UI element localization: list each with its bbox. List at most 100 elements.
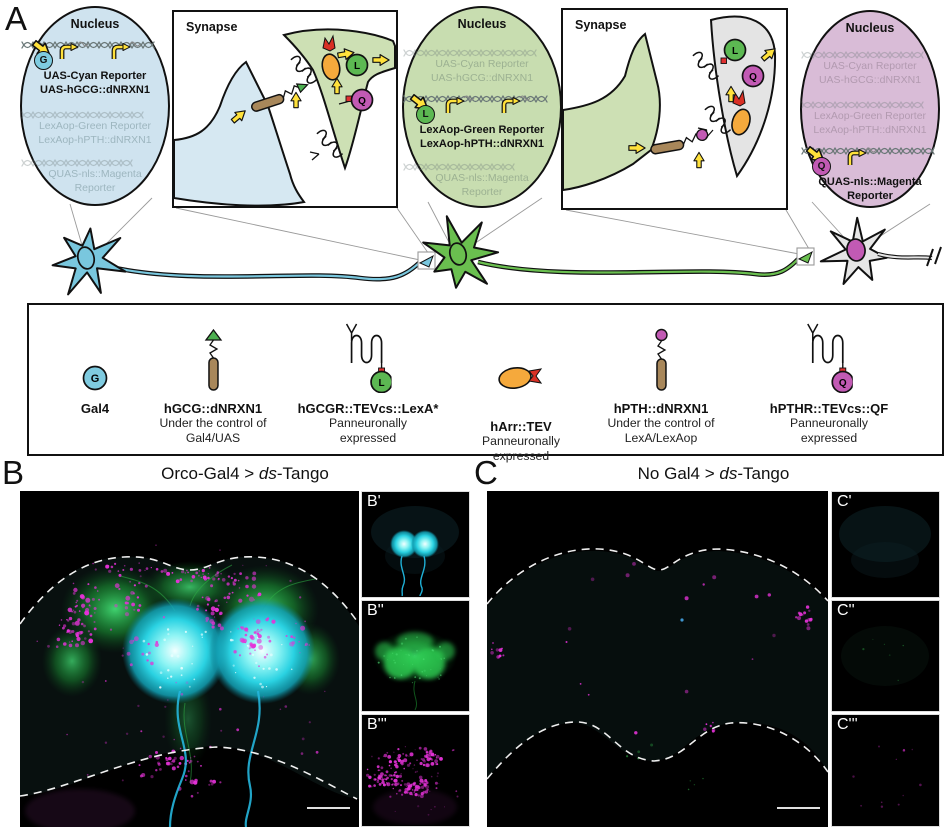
ligand-rod-icon xyxy=(251,83,309,112)
legend-sub: Panneuronally xyxy=(329,416,407,430)
gene-cassette-uas-inactive: UAS-Cyan Reporter UAS-hGCG::dNRXN1 xyxy=(801,48,938,90)
cyan-axon-track xyxy=(168,690,187,827)
legend-sub: Under the control of xyxy=(159,416,267,430)
legend-name: Gal4 xyxy=(80,401,110,416)
antennal-lobe-right xyxy=(209,598,315,704)
magenta-wash xyxy=(25,789,135,827)
yellow-arrow-icon xyxy=(230,110,246,124)
inset-label: B''' xyxy=(367,716,387,733)
panel-c-title: No Gal4 > ds-Tango xyxy=(487,464,940,484)
receptor-icon xyxy=(704,105,731,134)
title-text: -Tango xyxy=(737,464,790,483)
brain-outline-dashed xyxy=(20,556,359,625)
magenta-puncta xyxy=(138,747,222,794)
arrestin-icon xyxy=(321,53,341,81)
factor-letter: L xyxy=(422,109,429,120)
panel-b-title: Orco-Gal4 > ds-Tango xyxy=(20,464,470,484)
title-text: -Tango xyxy=(276,464,329,483)
inset-label: C'' xyxy=(837,602,855,619)
yellow-arrow-icon xyxy=(337,48,355,61)
qf-circle xyxy=(741,64,765,88)
cyan-neuron-nucleus xyxy=(76,246,96,270)
gene-lines: UAS-Cyan Reporter UAS-hGCG::dNRXN1 xyxy=(404,58,560,85)
receptor-tail-icon xyxy=(309,151,320,161)
yellow-arrow-icon xyxy=(290,91,302,109)
cyan-axon-track xyxy=(244,690,261,827)
transcription-start-icon xyxy=(847,147,877,165)
gene-lines: LexAop-Green Reporter LexAop-hPTH::dNRXN… xyxy=(22,120,168,147)
magenta-puncta xyxy=(565,562,776,735)
inset-c-prime: C' xyxy=(831,491,940,598)
dna-icon xyxy=(21,159,133,167)
gene-lines: QUAS-nls::Magenta Reporter xyxy=(802,176,938,203)
magenta-puncta xyxy=(371,746,459,816)
grey-axon xyxy=(877,253,933,259)
gene-line: Reporter xyxy=(847,189,893,202)
gene-lines: LexAop-Green Reporter LexAop-hPTH::dNRXN… xyxy=(802,110,938,137)
legend-box: G Gal4 hGCG::dNRXN1 Under the control of… xyxy=(27,303,944,463)
lexa-circle xyxy=(723,38,747,62)
qf-factor-circle: Q xyxy=(812,157,831,176)
inset-c-triple-prime: C''' xyxy=(831,714,940,827)
lobe-sparkles xyxy=(142,628,207,689)
gene-line: QUAS-nls::Magenta xyxy=(818,176,922,188)
yellow-arrow-icon xyxy=(760,48,776,62)
dna-icon xyxy=(21,111,144,119)
gene-lines: QUAS-nls::Magenta Reporter xyxy=(404,172,560,199)
ligand-rod-icon xyxy=(650,128,709,155)
legend-name: hGCGR::TEVcs::LexA* xyxy=(297,401,439,416)
grey-neuron-nucleus xyxy=(846,238,866,262)
gene-line: UAS-Cyan Reporter xyxy=(435,58,529,70)
green-specks xyxy=(862,638,904,682)
receptor-icon xyxy=(290,55,317,84)
brain-outline-dashed xyxy=(20,746,358,800)
brain-outline-dashed xyxy=(487,721,828,780)
gal4-circle-icon: G xyxy=(82,365,108,391)
gene-line: Reporter xyxy=(461,185,503,198)
gene-line: UAS-Cyan Reporter xyxy=(823,60,917,72)
arrestin-tev-icon xyxy=(498,367,543,389)
gal4-factor-circle: G xyxy=(34,51,53,70)
svg-text:G: G xyxy=(91,373,100,385)
panel-b-main-image xyxy=(20,491,359,827)
axon-cut-mark xyxy=(934,246,942,265)
transcription-start-icon xyxy=(111,41,141,59)
gene-cassette-quas-active: Q QUAS-nls::Magenta Reporter xyxy=(801,144,938,206)
svg-text:L: L xyxy=(379,378,385,389)
legend-sub: Gal4/UAS xyxy=(185,431,241,445)
factor-letter: Q xyxy=(749,72,757,83)
legend-sub: Panneuronally xyxy=(790,416,868,430)
green-axon xyxy=(477,256,801,276)
inset-label: C''' xyxy=(837,716,858,733)
ligand-magenta-tip-icon xyxy=(654,328,668,391)
dna-icon xyxy=(403,49,537,57)
legend-sub: expressed xyxy=(339,431,397,445)
magenta-puncta xyxy=(366,746,443,799)
gene-lines: UAS-Cyan Reporter UAS-hGCG::dNRXN1 xyxy=(802,60,938,87)
synapse-box-1: Synapse L Q xyxy=(172,10,398,208)
magenta-puncta xyxy=(196,571,311,668)
gene-line: LexAop-Green Reporter xyxy=(813,110,927,122)
green-neuron xyxy=(422,215,500,289)
axon-cut-mark xyxy=(926,248,934,267)
panel-a-label: A xyxy=(5,0,28,37)
gene-cassette-quas-inactive: QUAS-nls::Magenta Reporter xyxy=(21,156,168,198)
gene-lines: LexAop-Green Reporter LexAop-hPTH::dNRXN… xyxy=(404,124,560,151)
green-specks xyxy=(626,743,704,791)
yellow-arrow-icon xyxy=(693,151,705,169)
factor-letter: L xyxy=(354,61,360,72)
gene-line: QUAS-nls::Magenta xyxy=(48,168,142,180)
tev-flame-icon xyxy=(322,34,336,52)
inset-c-double-prime-image xyxy=(832,601,938,710)
magenta-puncta xyxy=(703,721,716,733)
legend-item-hgcgr: L hGCGR::TEVcs::LexA* Panneuronally expr… xyxy=(297,319,439,446)
legend-item-hpthr: Q hPTHR::TEVcs::QF Panneuronally express… xyxy=(770,319,888,446)
lexa-circle xyxy=(345,53,369,77)
dna-icon xyxy=(403,163,515,171)
legend-item-gal4: G Gal4 xyxy=(80,319,110,416)
dna-icon xyxy=(801,51,924,59)
inset-label: B'' xyxy=(367,602,384,619)
gene-line: LexAop-hPTH::dNRXN1 xyxy=(419,137,545,150)
gene-cassette-uas-inactive: UAS-Cyan Reporter UAS-hGCG::dNRXN1 xyxy=(403,46,560,88)
